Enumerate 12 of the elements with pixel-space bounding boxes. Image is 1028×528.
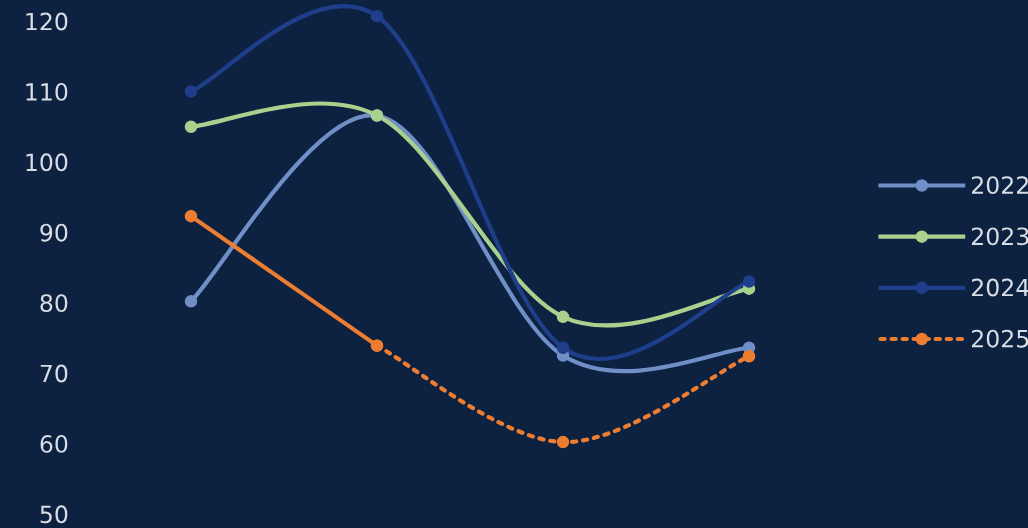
legend-label: 2023 xyxy=(971,227,1028,246)
y-tick-label: 70 xyxy=(40,364,68,383)
y-tick-label: 90 xyxy=(40,223,68,242)
y-tick-label: 100 xyxy=(26,153,68,172)
legend-label: 2022 xyxy=(971,176,1028,195)
y-tick-label: 50 xyxy=(40,505,68,524)
y-tick-label: 110 xyxy=(26,82,68,101)
y-tick-label: 120 xyxy=(26,12,68,31)
y-tick-label: 60 xyxy=(40,434,68,453)
legend-label: 2025 xyxy=(971,329,1028,348)
y-tick-label: 80 xyxy=(40,294,68,313)
legend-label: 2024 xyxy=(971,278,1028,297)
